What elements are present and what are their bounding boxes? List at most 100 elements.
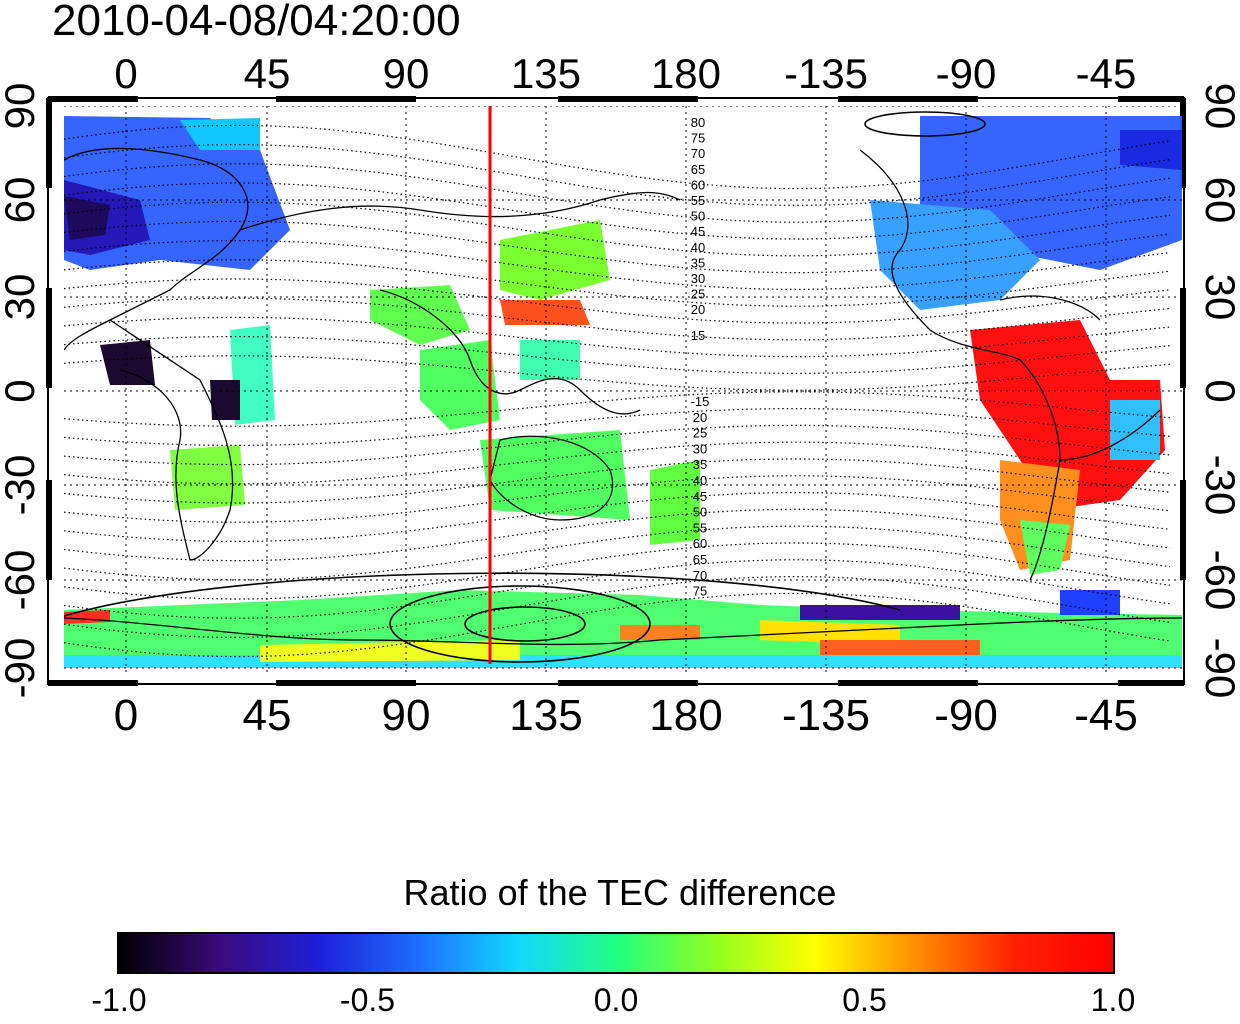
- contour-label-north: 45: [691, 224, 705, 239]
- top-lon-tick-label: 0: [114, 50, 137, 97]
- left-lat-tick-label: 60: [0, 177, 43, 224]
- contour-label-south: 25: [693, 426, 707, 441]
- contour-label-south: -15: [691, 394, 710, 409]
- coastlines: [64, 147, 1182, 646]
- magnetic-contour-line: [64, 124, 1171, 190]
- magnetic-contour-line: [64, 144, 1171, 207]
- magnetic-contour-line: [64, 475, 1171, 523]
- magnetic-contour-line: [64, 391, 1171, 427]
- bottom-lon-tick-label: 180: [649, 691, 722, 740]
- contour-label-south: 40: [693, 473, 707, 488]
- top-longitude-axis: 0 45 90 135 180 -135 -90 -45: [114, 50, 1136, 97]
- right-latitude-axis: 90 60 30 0 -30 -60 -90: [1197, 83, 1240, 699]
- contour-label-north: 30: [691, 271, 705, 286]
- contour-label-south: 55: [693, 520, 707, 535]
- colorbar-tick-label: -0.5: [339, 982, 396, 1018]
- contour-label-south: 75: [693, 584, 707, 599]
- contour-label-north: 60: [691, 177, 705, 192]
- tec-data-regions: [64, 116, 1182, 668]
- contour-label-south: 65: [693, 552, 707, 567]
- contour-label-north: 55: [691, 193, 705, 208]
- bottom-lon-tick-label: 0: [114, 691, 138, 740]
- contour-label-south: 20: [693, 410, 707, 425]
- left-lat-tick-label: -90: [0, 638, 43, 699]
- magnetic-contour-line: [64, 259, 1171, 307]
- left-latitude-axis: 90 60 30 0 -30 -60 -90: [0, 83, 43, 699]
- top-lon-tick-label: 45: [244, 50, 291, 97]
- right-lat-tick-label: -90: [1197, 638, 1240, 699]
- right-lat-tick-label: -60: [1197, 550, 1240, 611]
- contour-label-north: 40: [691, 240, 705, 255]
- contour-label-north: 65: [691, 162, 705, 177]
- bottom-lon-tick-label: -135: [782, 691, 870, 740]
- magnetic-contour-line: [64, 441, 1171, 485]
- contour-label-south: 30: [693, 441, 707, 456]
- south-pole-contours: [64, 111, 986, 663]
- left-lat-tick-label: -60: [0, 550, 43, 611]
- magnetic-contour-line: [64, 508, 1171, 562]
- magnetic-contour-line: [64, 559, 1171, 619]
- bottom-longitude-axis: 0 45 90 135 180 -135 -90 -45: [114, 691, 1138, 740]
- right-lat-tick-label: 60: [1197, 177, 1240, 224]
- magnetic-contour-line: [64, 525, 1171, 581]
- bottom-lon-tick-label: 90: [382, 691, 431, 740]
- contour-label-north: 50: [691, 209, 705, 224]
- colorbar: [117, 932, 1115, 974]
- axis-tick-bars: [46, 96, 1186, 686]
- magnetic-contour-line: [64, 182, 1171, 240]
- colorbar-tick-label: 0.5: [842, 982, 887, 1018]
- contour-label-north: 15: [691, 328, 705, 343]
- colorbar-tick-label: 1.0: [1090, 982, 1136, 1018]
- magnetic-contour-line: [64, 575, 1171, 638]
- top-lon-tick-label: 90: [383, 50, 430, 97]
- contour-label-south: 50: [693, 505, 707, 520]
- contour-label-south: 70: [693, 568, 707, 583]
- left-lat-tick-label: 0: [0, 379, 43, 402]
- magnetic-contour-line: [64, 240, 1171, 290]
- magnetic-contour-line: [64, 336, 1171, 374]
- left-lat-tick-label: 90: [0, 83, 43, 130]
- right-lat-tick-label: -30: [1197, 455, 1240, 516]
- contour-label-north: 25: [691, 287, 705, 302]
- right-lat-tick-label: 0: [1197, 379, 1240, 402]
- left-lat-tick-label: 30: [0, 274, 43, 321]
- colorbar-tick-label: 0.0: [593, 982, 639, 1018]
- magnetic-contour-line: [64, 542, 1171, 600]
- magnetic-contour-line: [64, 424, 1171, 466]
- magnetic-contour-line: [64, 592, 1171, 658]
- top-lon-tick-label: -135: [784, 50, 868, 97]
- graticule: [64, 106, 1182, 674]
- contour-label-south: 45: [693, 489, 707, 504]
- magnetic-contour-line: [64, 408, 1171, 446]
- magnetic-contour-line: [64, 316, 1171, 358]
- contour-label-north: 75: [691, 131, 705, 146]
- contour-label-north: 20: [691, 302, 705, 317]
- top-lon-tick-label: -45: [1076, 50, 1137, 97]
- magnetic-contour-line: [64, 297, 1171, 341]
- colorbar-title: Ratio of the TEC difference: [403, 872, 837, 913]
- contour-label-north: 35: [691, 255, 705, 270]
- contour-label-north: 80: [691, 115, 705, 130]
- magnetic-contour-line: [64, 163, 1171, 223]
- bottom-lon-tick-label: -45: [1074, 691, 1138, 740]
- bottom-lon-tick-label: -90: [934, 691, 998, 740]
- contour-label-north: 70: [691, 146, 705, 161]
- bottom-lon-tick-label: 135: [509, 691, 582, 740]
- right-lat-tick-label: 30: [1197, 274, 1240, 321]
- contour-label-south: 35: [693, 457, 707, 472]
- magnetic-contour-line: [64, 492, 1171, 542]
- magnetic-contour-line: [64, 458, 1171, 504]
- left-lat-tick-label: -30: [0, 455, 43, 516]
- bottom-lon-tick-label: 45: [243, 691, 292, 740]
- top-lon-tick-label: 135: [511, 50, 581, 97]
- magnetic-contour-line: [64, 278, 1171, 324]
- magnetic-contour-line: [64, 355, 1171, 391]
- contour-label-south: 60: [693, 536, 707, 551]
- top-lon-tick-label: 180: [651, 50, 721, 97]
- colorbar-tick-label: -1.0: [91, 982, 147, 1018]
- magnetic-contour-line: [64, 220, 1171, 274]
- right-lat-tick-label: 90: [1197, 83, 1240, 130]
